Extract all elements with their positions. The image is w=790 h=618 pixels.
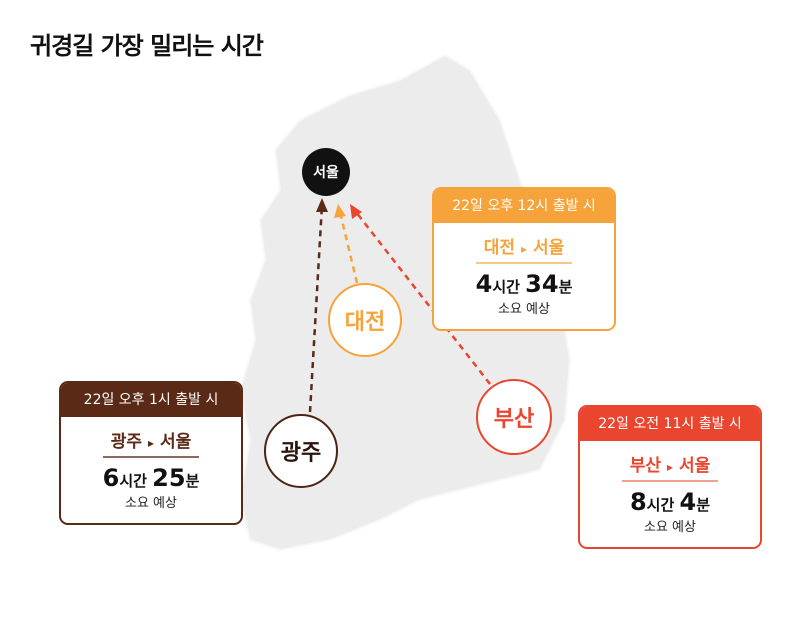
- arrowhead-busan: [350, 204, 362, 219]
- route-label: 부산 ▸ 서울: [621, 451, 719, 482]
- city-daejeon: 대전: [328, 283, 402, 357]
- departure-time: 22일 오후 12시 출발 시: [434, 189, 614, 223]
- route-card-daejeon: 22일 오후 12시 출발 시 대전 ▸ 서울 4시간 34분 소요 예상: [432, 187, 616, 331]
- estimate-note: 소요 예상: [125, 496, 177, 511]
- estimate-note: 소요 예상: [644, 520, 696, 535]
- departure-time: 22일 오후 1시 출발 시: [61, 383, 241, 417]
- route-card-busan: 22일 오전 11시 출발 시 부산 ▸ 서울 8시간 4분 소요 예상: [578, 405, 762, 549]
- city-busan: 부산: [476, 379, 552, 455]
- arrow-busan-seoul: [355, 211, 491, 385]
- arrowhead-daejeon: [334, 204, 346, 218]
- route-label: 광주 ▸ 서울: [102, 427, 200, 458]
- page-title: 귀경길 가장 밀리는 시간: [30, 32, 264, 60]
- city-gwangju: 광주: [264, 414, 338, 488]
- departure-time: 22일 오전 11시 출발 시: [580, 407, 760, 441]
- arrow-gwangju-seoul: [308, 204, 324, 413]
- travel-time: 4시간 34분: [475, 270, 573, 298]
- estimate-note: 소요 예상: [498, 302, 550, 317]
- arrow-daejeon-seoul: [338, 211, 359, 284]
- route-label: 대전 ▸ 서울: [475, 233, 573, 264]
- travel-time: 6시간 25분: [102, 464, 200, 492]
- route-card-gwangju: 22일 오후 1시 출발 시 광주 ▸ 서울 6시간 25분 소요 예상: [59, 381, 243, 525]
- arrowhead-gwangju: [316, 198, 328, 212]
- city-seoul: 서울: [302, 148, 350, 196]
- travel-time: 8시간 4분: [629, 488, 711, 516]
